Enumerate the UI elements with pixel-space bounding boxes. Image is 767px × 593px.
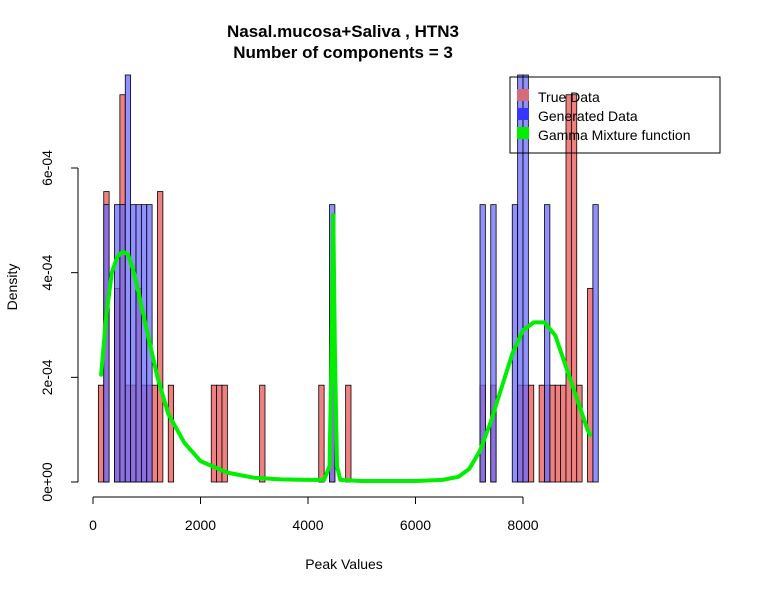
generated-data-bar — [140, 204, 148, 483]
true-data-bar — [570, 94, 578, 483]
true-data-bar — [151, 384, 158, 483]
true-data-bar — [527, 384, 535, 483]
legend-swatch-true-data — [517, 89, 529, 101]
generated-data-bar — [135, 204, 142, 483]
x-tick-label: 8000 — [507, 517, 538, 533]
gamma-mixture-line — [99, 213, 593, 483]
generated-data-bar — [479, 204, 486, 483]
generated-data-bar — [490, 204, 497, 483]
chart-title: Nasal.mucosa+Saliva , HTN3 — [227, 22, 459, 41]
generated-data-bar — [522, 74, 529, 483]
legend: True Data Generated Data Gamma Mixture f… — [509, 76, 721, 154]
x-tick-label: 4000 — [292, 517, 323, 533]
true-data-bar — [259, 384, 266, 483]
chart-subtitle: Number of components = 3 — [233, 43, 453, 62]
true-data-bar — [538, 384, 545, 483]
true-data-bar — [318, 384, 325, 483]
y-axis-label: Density — [4, 264, 20, 311]
legend-label-generated-data: Generated Data — [538, 108, 638, 124]
generated-data-bar — [544, 204, 551, 483]
gamma-mixture-curve — [99, 213, 593, 483]
legend-swatch-gamma-mixture — [517, 127, 529, 139]
generated-data-bar — [130, 204, 137, 483]
generated-data-bar — [119, 204, 126, 483]
legend-box — [509, 76, 721, 154]
true-data-bar — [221, 384, 228, 483]
x-tick-label: 6000 — [400, 517, 431, 533]
x-tick-label: 0 — [89, 517, 97, 533]
true-data-bar — [576, 384, 583, 483]
x-axis: 0 2000 4000 6000 8000 — [89, 496, 539, 533]
true-data-bar — [560, 384, 567, 483]
true-data-bar — [97, 384, 105, 483]
true-data-bar — [587, 287, 594, 483]
true-data-bar — [157, 191, 164, 483]
true-data-bar — [345, 384, 352, 483]
true-data-bar — [549, 384, 556, 483]
generated-data-bar — [124, 74, 132, 483]
legend-label-true-data: True Data — [538, 89, 600, 105]
y-tick-label: 6e-04 — [39, 150, 55, 186]
true-data-bar — [167, 384, 175, 483]
x-axis-label: Peak Values — [305, 556, 383, 572]
y-tick-label: 2e-04 — [39, 359, 55, 395]
true-data-bar — [554, 384, 562, 483]
legend-label-gamma-mixture: Gamma Mixture function — [538, 127, 691, 143]
y-tick-label: 0e+00 — [39, 462, 55, 502]
y-tick-label: 4e-04 — [39, 255, 55, 291]
x-tick-label: 2000 — [185, 517, 216, 533]
y-axis: 0e+00 2e-04 4e-04 6e-04 — [39, 150, 79, 502]
legend-swatch-generated-data — [517, 108, 529, 120]
generated-data-bar — [114, 204, 121, 483]
generated-data-bar — [592, 204, 599, 483]
